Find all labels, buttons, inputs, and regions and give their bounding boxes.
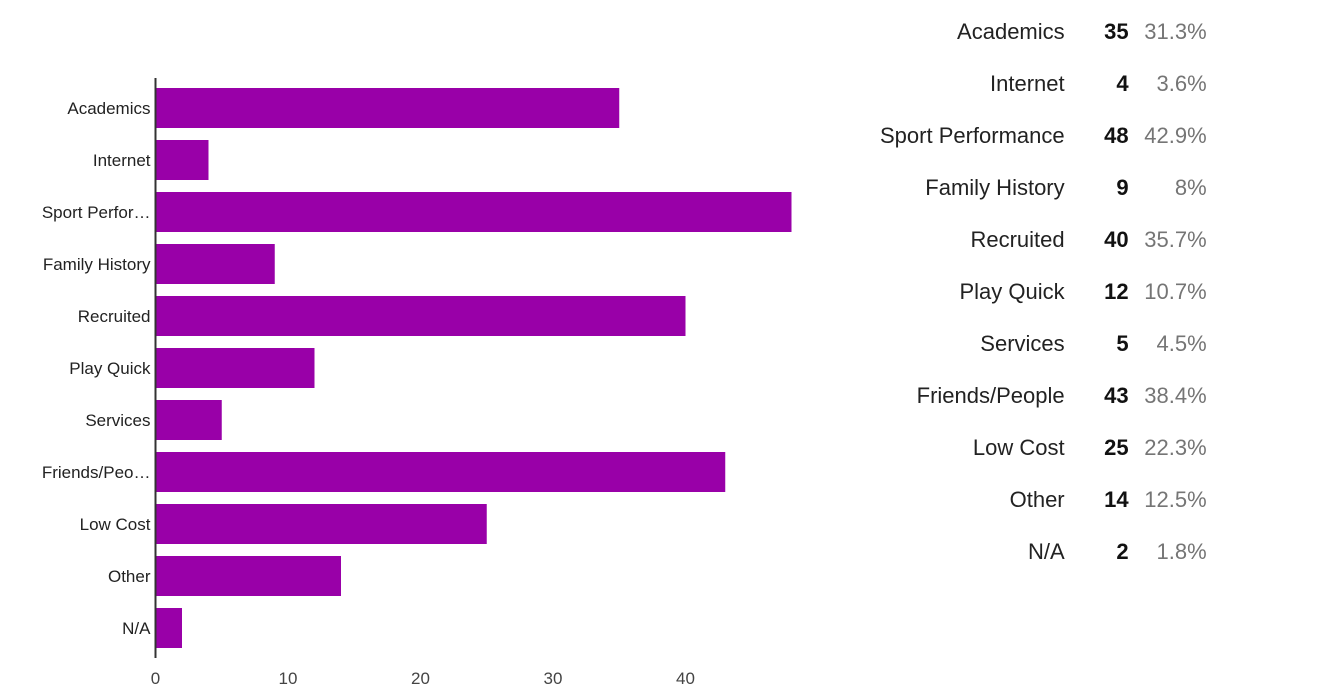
bar <box>155 192 792 232</box>
legend-label: Low Cost <box>972 435 1065 460</box>
bars <box>155 88 792 648</box>
legend-label: Family History <box>925 175 1065 200</box>
legend-label: Sport Performance <box>880 123 1065 148</box>
x-axis-ticks: 0 10 20 30 40 <box>151 669 695 688</box>
legend-percent: 35.7% <box>1144 227 1207 252</box>
legend-count: 43 <box>1104 383 1129 408</box>
legend-label: Recruited <box>970 227 1065 252</box>
legend-percent: 4.5% <box>1156 331 1207 356</box>
legend-percent: 1.8% <box>1156 539 1207 564</box>
x-tick-label: 10 <box>279 669 298 688</box>
bar <box>155 88 620 128</box>
legend-count: 25 <box>1104 435 1129 460</box>
legend-count: 5 <box>1116 331 1129 356</box>
legend-count: 9 <box>1116 175 1129 200</box>
legend-row: Other 14 12.5% <box>880 474 1207 526</box>
legend-label: Other <box>1009 487 1065 512</box>
category-label: Academics <box>67 99 150 118</box>
category-label: Friends/Peo… <box>42 463 151 482</box>
bar <box>155 348 315 388</box>
x-tick-label: 30 <box>544 669 563 688</box>
legend-row: N/A 2 1.8% <box>880 526 1207 578</box>
category-label: Family History <box>43 255 151 274</box>
x-tick-label: 20 <box>411 669 430 688</box>
bar <box>155 296 686 336</box>
legend-label: N/A <box>1027 539 1065 564</box>
legend-label: Internet <box>990 71 1065 96</box>
legend-row: Family History 9 8% <box>880 162 1207 214</box>
legend-percent: 8% <box>1174 175 1207 200</box>
legend-label: Academics <box>957 19 1065 44</box>
x-tick-label: 0 <box>151 669 160 688</box>
legend-row: Recruited 40 35.7% <box>880 214 1207 266</box>
legend-row: Academics 35 31.3% <box>880 6 1207 58</box>
legend-percent: 3.6% <box>1156 71 1207 96</box>
category-label: N/A <box>122 619 151 638</box>
category-label: Internet <box>93 151 151 170</box>
bar <box>155 608 182 648</box>
legend-percent: 10.7% <box>1144 279 1207 304</box>
legend-label: Play Quick <box>959 279 1065 304</box>
category-label: Services <box>85 411 150 430</box>
bar-chart: Academics Internet Sport Perfor… Family His… <box>42 78 792 688</box>
legend-percent: 12.5% <box>1144 487 1207 512</box>
legend-count: 2 <box>1116 539 1129 564</box>
legend-table: Academics 35 31.3% Internet 4 3.6% Sport Perfo… <box>880 6 1207 578</box>
legend-label: Friends/People <box>916 383 1065 408</box>
category-label: Recruited <box>78 307 151 326</box>
bar <box>155 400 222 440</box>
legend-row: Friends/People 43 38.4% <box>880 370 1207 422</box>
bar <box>155 504 487 544</box>
category-label: Other <box>108 567 151 586</box>
legend-percent: 31.3% <box>1144 19 1207 44</box>
category-label: Sport Perfor… <box>42 203 151 222</box>
legend-count: 48 <box>1104 123 1129 148</box>
legend-count: 40 <box>1104 227 1129 252</box>
legend-row: Sport Performance 48 42.9% <box>880 110 1207 162</box>
bar <box>155 556 341 596</box>
legend-percent: 38.4% <box>1144 383 1207 408</box>
x-tick-label: 40 <box>676 669 695 688</box>
legend-row: Services 5 4.5% <box>880 318 1207 370</box>
legend-label: Services <box>980 331 1065 356</box>
bar <box>155 140 209 180</box>
category-label: Low Cost <box>80 515 151 534</box>
legend-count: 4 <box>1116 71 1129 96</box>
legend-percent: 42.9% <box>1144 123 1207 148</box>
bar <box>155 244 275 284</box>
legend-row: Low Cost 25 22.3% <box>880 422 1207 474</box>
category-label: Play Quick <box>69 359 151 378</box>
legend-count: 12 <box>1104 279 1129 304</box>
legend-count: 14 <box>1104 487 1129 512</box>
legend-row: Internet 4 3.6% <box>880 58 1207 110</box>
legend-percent: 22.3% <box>1144 435 1207 460</box>
legend-count: 35 <box>1104 19 1129 44</box>
category-labels: Academics Internet Sport Perfor… Family His… <box>42 99 151 638</box>
legend-row: Play Quick 12 10.7% <box>880 266 1207 318</box>
bar <box>155 452 726 492</box>
